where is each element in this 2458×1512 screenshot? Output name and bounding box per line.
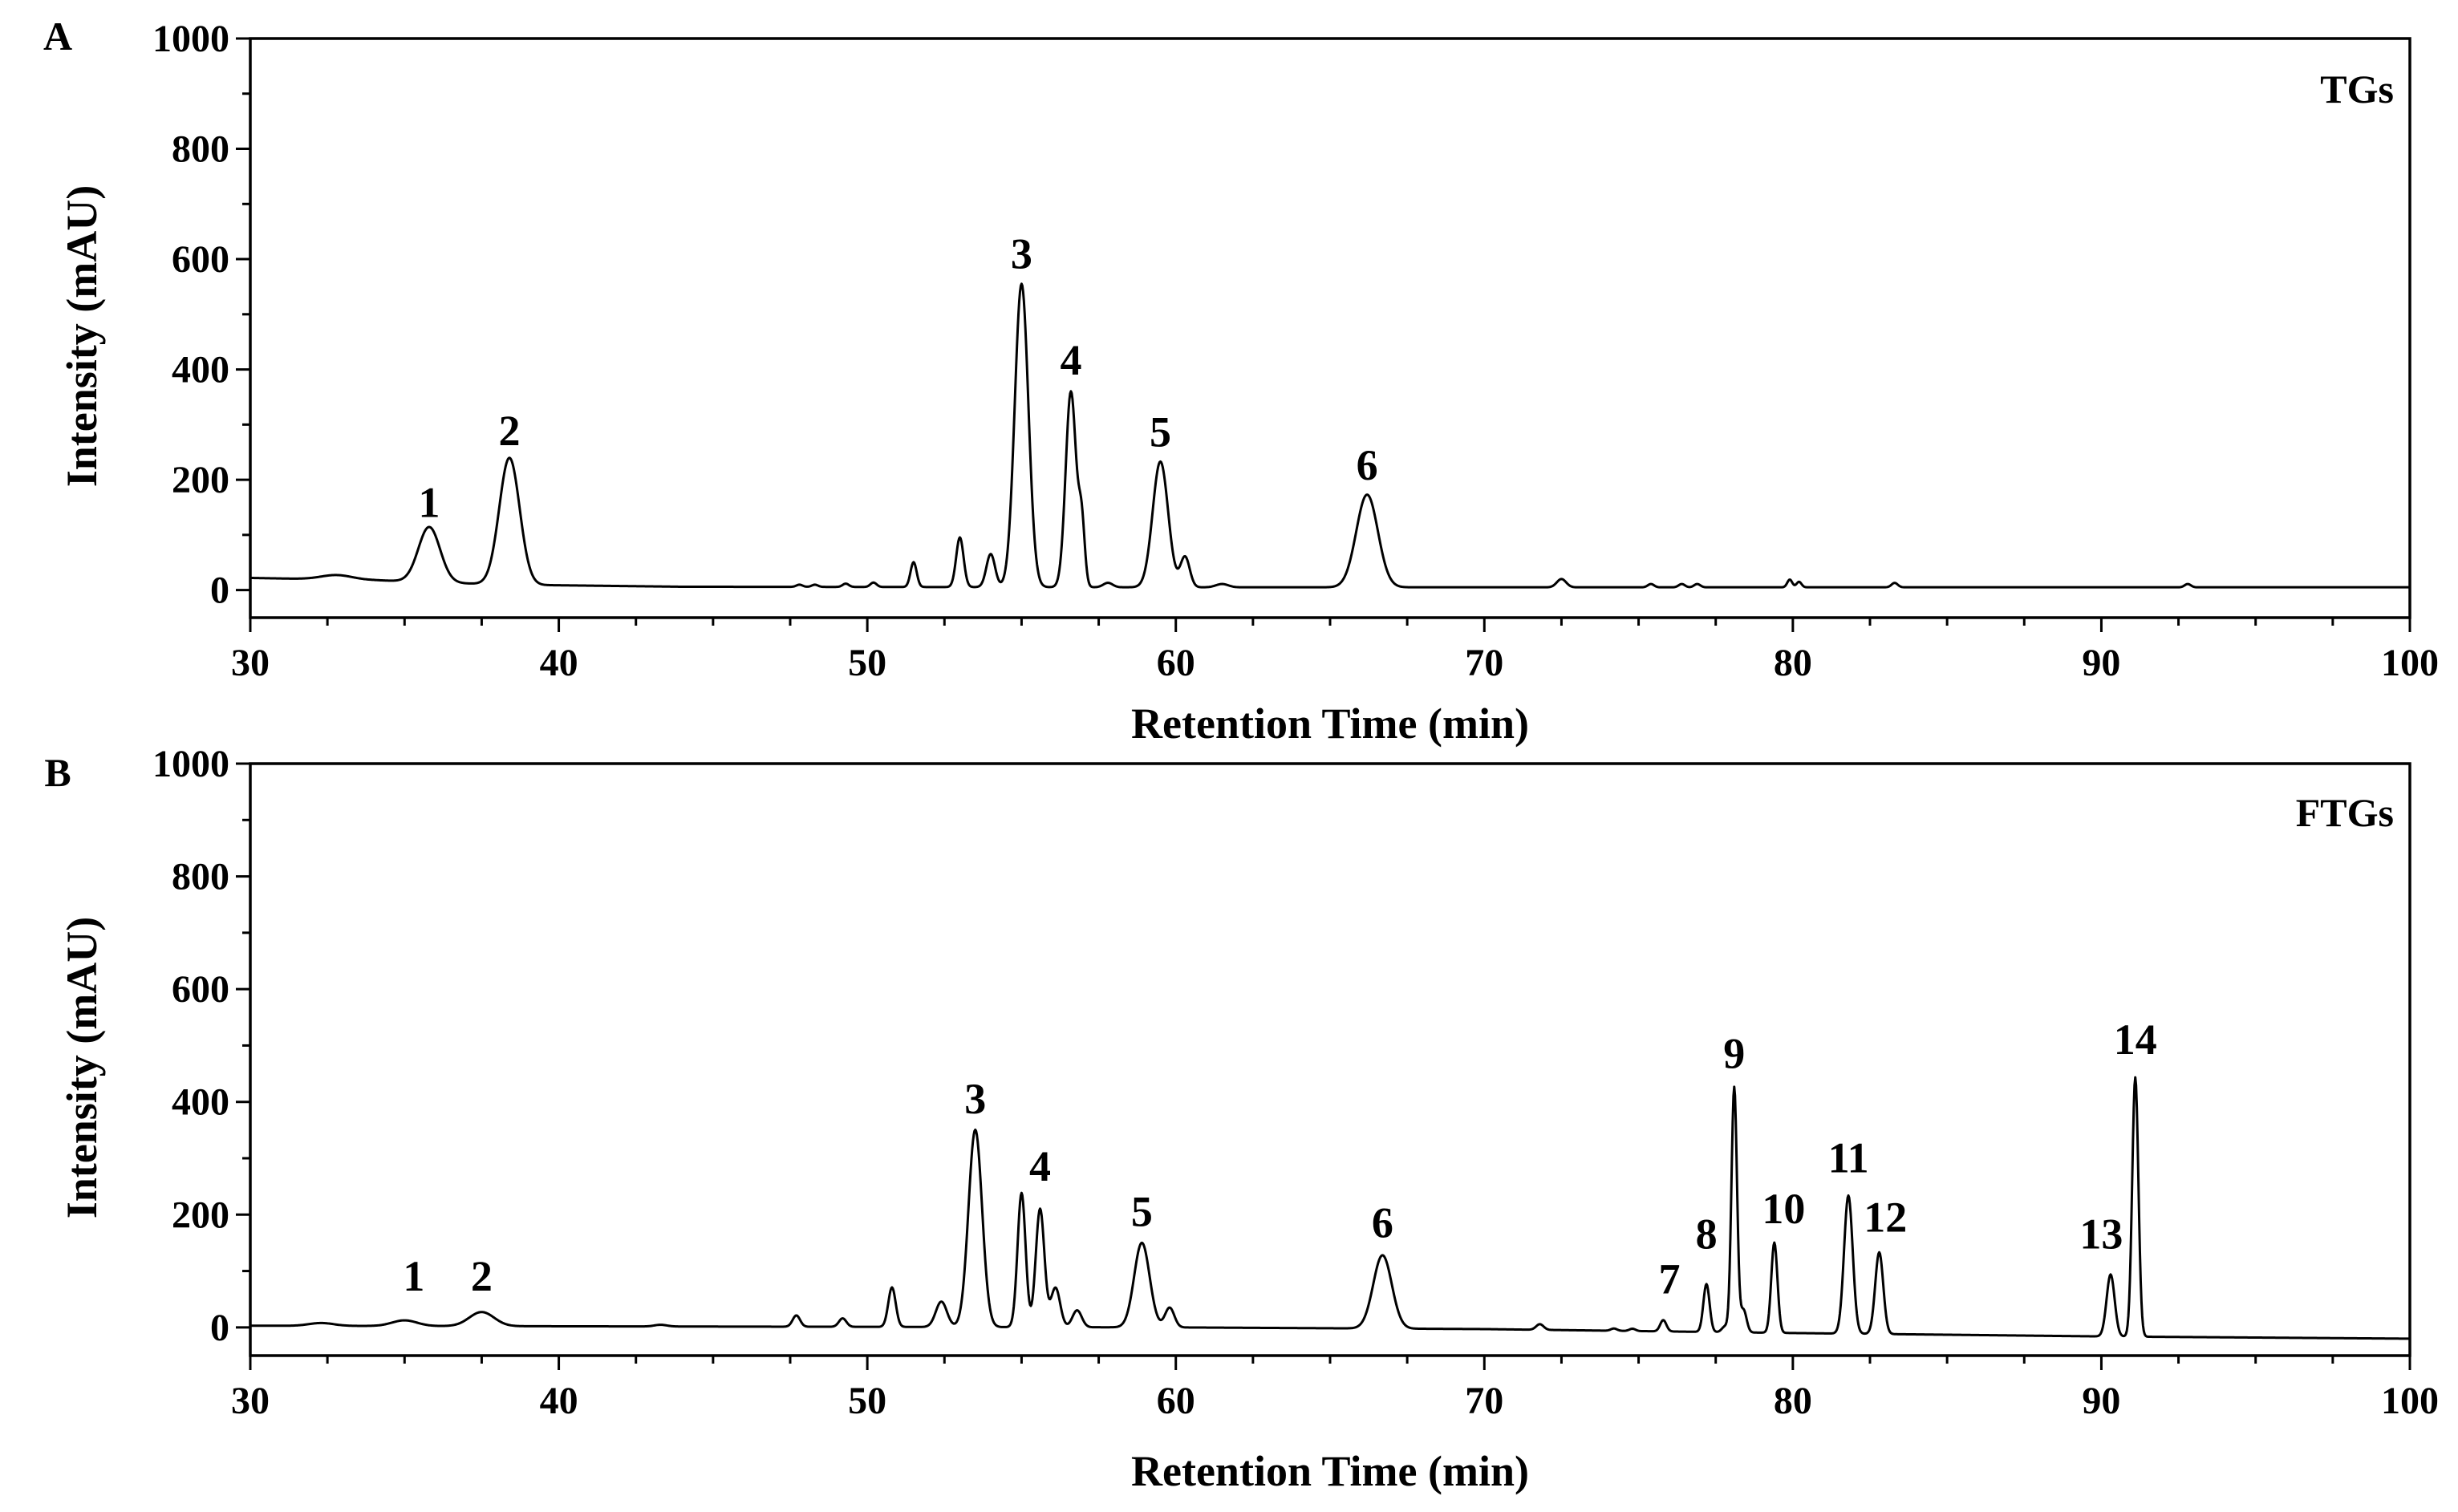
y-tick-label: 600 xyxy=(172,968,229,1011)
x-tick-label: 30 xyxy=(231,1380,270,1422)
peak-label: 5 xyxy=(1131,1187,1153,1235)
chromatogram-trace xyxy=(249,282,2411,589)
x-tick-label: 30 xyxy=(231,642,270,684)
peak-label: 4 xyxy=(1060,336,1081,384)
peak-label: 7 xyxy=(1659,1255,1681,1303)
panel-letter: B xyxy=(44,750,71,795)
x-tick-label: 70 xyxy=(1465,1380,1503,1422)
x-tick-label: 50 xyxy=(848,642,886,684)
peak-label: 5 xyxy=(1150,408,1171,456)
x-axis-title: Retention Time (min) xyxy=(1131,1447,1529,1495)
y-axis-title: Intensity (mAU) xyxy=(58,185,106,487)
x-tick-label: 40 xyxy=(540,1380,578,1422)
peak-label: 11 xyxy=(1828,1134,1869,1182)
x-tick-label: 50 xyxy=(848,1380,886,1422)
peak-label: 8 xyxy=(1696,1210,1718,1259)
y-tick-label: 800 xyxy=(172,128,229,171)
panel-letter: A xyxy=(43,14,72,59)
peak-label: 2 xyxy=(499,407,521,455)
plot-frame xyxy=(249,37,2411,619)
x-tick-label: 80 xyxy=(1774,642,1812,684)
panel-a-tgs: 30 40 50 60 70 80 90 10002004006008001000Retent… xyxy=(43,14,2439,748)
x-tick-label: 90 xyxy=(2082,642,2120,684)
peak-label: 3 xyxy=(964,1075,986,1123)
panel-title: TGs xyxy=(2320,67,2394,111)
peak-label: 4 xyxy=(1029,1142,1051,1190)
x-tick-label: 90 xyxy=(2082,1380,2120,1422)
y-tick-label: 600 xyxy=(172,238,229,281)
x-tick-label: 40 xyxy=(540,642,578,684)
peak-label: 6 xyxy=(1357,441,1378,489)
y-tick-label: 400 xyxy=(172,349,229,391)
x-tick-label: 100 xyxy=(2381,642,2439,684)
peak-label: 6 xyxy=(1372,1198,1393,1246)
peak-label: 1 xyxy=(419,479,440,527)
peak-label: 1 xyxy=(403,1252,424,1300)
x-tick-label: 100 xyxy=(2381,1380,2439,1422)
y-tick-label: 800 xyxy=(172,856,229,898)
x-tick-label: 60 xyxy=(1157,642,1195,684)
plot-frame xyxy=(249,762,2411,1357)
panel-b-ftgs: 30 40 50 60 70 80 90 10002004006008001000Retent… xyxy=(44,743,2439,1495)
peak-label: 13 xyxy=(2079,1210,2123,1259)
peak-label: 14 xyxy=(2114,1015,2157,1064)
y-tick-label: 0 xyxy=(210,1307,229,1349)
y-tick-label: 200 xyxy=(172,459,229,501)
y-tick-label: 200 xyxy=(172,1194,229,1236)
x-tick-label: 70 xyxy=(1465,642,1503,684)
peak-label: 12 xyxy=(1864,1193,1907,1241)
y-tick-label: 1000 xyxy=(152,743,229,785)
peak-label: 2 xyxy=(471,1252,493,1300)
peak-label: 9 xyxy=(1723,1030,1745,1078)
peak-label: 10 xyxy=(1762,1185,1805,1233)
panel-title: FTGs xyxy=(2296,790,2394,835)
y-tick-label: 1000 xyxy=(152,18,229,60)
y-tick-label: 400 xyxy=(172,1081,229,1124)
y-tick-label: 0 xyxy=(210,570,229,612)
peak-label: 3 xyxy=(1011,229,1032,278)
x-tick-label: 60 xyxy=(1157,1380,1195,1422)
y-axis-title: Intensity (mAU) xyxy=(58,917,106,1218)
chromatogram-trace xyxy=(249,1076,2411,1340)
x-tick-label: 80 xyxy=(1774,1380,1812,1422)
x-axis-title: Retention Time (min) xyxy=(1131,699,1529,748)
